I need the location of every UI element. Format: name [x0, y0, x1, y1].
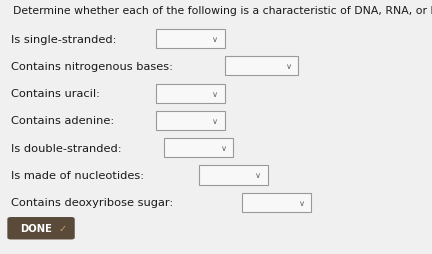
Text: ∨: ∨ — [221, 144, 227, 153]
FancyBboxPatch shape — [156, 30, 225, 49]
Text: Contains uracil:: Contains uracil: — [11, 89, 100, 99]
FancyBboxPatch shape — [7, 217, 75, 240]
Text: DONE: DONE — [20, 223, 52, 233]
Text: Is made of nucleotides:: Is made of nucleotides: — [11, 170, 144, 180]
FancyBboxPatch shape — [156, 84, 225, 103]
Text: Contains deoxyribose sugar:: Contains deoxyribose sugar: — [11, 197, 173, 208]
Text: Is single-stranded:: Is single-stranded: — [11, 34, 116, 44]
Text: ∨: ∨ — [212, 35, 218, 44]
Text: Contains adenine:: Contains adenine: — [11, 116, 114, 126]
Text: Contains nitrogenous bases:: Contains nitrogenous bases: — [11, 61, 173, 72]
Text: Is double-stranded:: Is double-stranded: — [11, 143, 121, 153]
Text: Determine whether each of the following is a characteristic of DNA, RNA, or both: Determine whether each of the following … — [13, 6, 432, 16]
FancyBboxPatch shape — [242, 193, 311, 212]
Text: ∨: ∨ — [255, 171, 261, 180]
Text: ∨: ∨ — [212, 89, 218, 98]
Text: ∨: ∨ — [212, 116, 218, 125]
FancyBboxPatch shape — [225, 57, 298, 76]
Text: ✓: ✓ — [58, 223, 66, 233]
FancyBboxPatch shape — [164, 138, 233, 157]
FancyBboxPatch shape — [156, 111, 225, 131]
Text: ∨: ∨ — [286, 62, 292, 71]
FancyBboxPatch shape — [199, 166, 268, 185]
Text: ∨: ∨ — [299, 198, 305, 207]
